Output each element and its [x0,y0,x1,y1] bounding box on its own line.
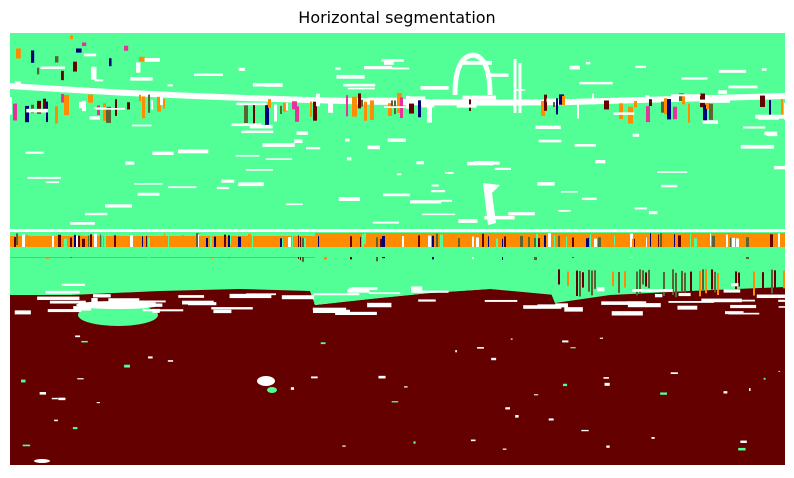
ground-green-oval [78,304,158,326]
segmentation-image [10,33,785,465]
figure-title: Horizontal segmentation [298,8,496,27]
ground-maroon-region [10,287,785,465]
